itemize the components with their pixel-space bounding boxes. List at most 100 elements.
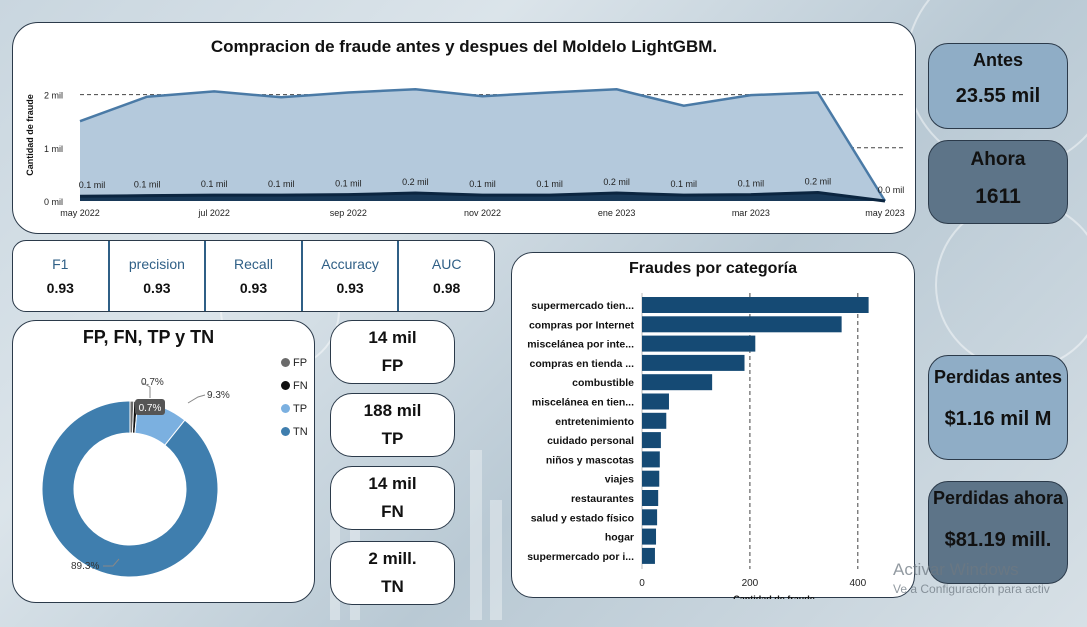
category-label: combustible (572, 377, 634, 389)
bar-chart-svg: supermercado tien... compras por Internet… (527, 293, 869, 599)
count-label: FN (381, 502, 404, 521)
data-label: 0.1 mil (536, 179, 563, 189)
fraud-by-category-chart: Fraudes por categoría supermercado tien.… (511, 252, 915, 599)
kpi-antes-card: Antes 23.55 mil (928, 43, 1068, 129)
bar (642, 354, 745, 371)
confusion-donut-chart: FP, FN, TP y TN 0.7% 0.7% 9.3% 89.3% FP FN … (12, 320, 315, 603)
bar (642, 335, 756, 352)
bar (642, 316, 842, 333)
y-tick-label: 1 mil (44, 144, 63, 154)
category-label: compras en tienda ... (530, 358, 635, 370)
category-label: restaurantes (571, 493, 634, 505)
count-value: 188 mil (363, 401, 422, 420)
data-label: 0.1 mil (670, 179, 697, 189)
count-value: 14 mil (368, 474, 417, 493)
legend-label: FN (293, 379, 308, 392)
x-axis-label: Cantidad de fraude (733, 594, 815, 599)
kpi-antes-value: 23.55 mil (955, 85, 1041, 107)
donut-label-tn: 89.3% (71, 561, 99, 572)
count-card-fp: 14 mil FP (330, 320, 455, 384)
metric-auc: AUC 0.98 (399, 241, 494, 311)
kpi-ahora-card: Ahora 1611 (928, 140, 1068, 224)
kpi-perdidas-antes-value: $1.16 mil M (944, 408, 1052, 430)
count-label: FP (381, 356, 404, 375)
x-tick-label: 0 (639, 578, 645, 589)
metric-recall: Recall 0.93 (206, 241, 303, 311)
count-card-tp: 188 mil TP (330, 393, 455, 457)
donut-label-fp: 0.7% (141, 377, 164, 388)
bar (642, 432, 661, 449)
legend-item-tp[interactable]: TP (281, 397, 308, 420)
metric-accuracy: Accuracy 0.93 (303, 241, 400, 311)
metric-f1: F1 0.93 (13, 241, 110, 311)
metric-name: F1 (52, 256, 69, 272)
donut-svg: 0.7% 0.7% 9.3% 89.3% (41, 377, 230, 578)
line-chart-svg: 0 mil 1 mil 2 mil Cantidad de fraude 0.1 mil… (25, 88, 905, 218)
callout-tn (103, 558, 120, 567)
kpi-antes-label: Antes (972, 50, 1023, 70)
x-tick-label: mar 2023 (732, 208, 770, 218)
legend-item-fn[interactable]: FN (281, 374, 308, 397)
x-tick-label: sep 2022 (330, 208, 367, 218)
category-label: entretenimiento (555, 416, 634, 428)
donut-slice-tn (41, 400, 219, 578)
y-axis-label: Cantidad de fraude (25, 94, 35, 176)
bar (642, 297, 869, 313)
legend-label: TP (293, 402, 308, 415)
legend-dot (281, 427, 290, 436)
x-tick-label: 200 (742, 578, 759, 589)
line-chart-title: Compracion de fraude antes y despues del… (210, 37, 718, 56)
metric-name: precision (128, 256, 185, 272)
donut-label-fn-bg (135, 399, 165, 415)
y-tick-label: 2 mil (44, 91, 63, 101)
category-label: compras por Internet (529, 319, 635, 331)
bar (642, 470, 660, 487)
category-label: cuidado personal (547, 435, 634, 447)
watermark-line1: Activar Windows (893, 560, 1019, 579)
category-label: miscelánea por inte... (527, 339, 634, 351)
metric-value: 0.98 (433, 280, 461, 296)
category-label: hogar (605, 532, 634, 544)
x-tick-label: jul 2022 (197, 208, 230, 218)
data-label: 0.1 mil (469, 179, 496, 189)
fraud-comparison-chart: Compracion de fraude antes y despues del… (12, 22, 916, 234)
count-card-tn: 2 mill. TN (330, 541, 455, 605)
kpi-perdidas-ahora-value: $81.19 mill. (944, 529, 1052, 551)
bar (642, 509, 658, 526)
bar (642, 547, 655, 564)
metric-value: 0.93 (143, 280, 171, 296)
legend-label: FP (293, 356, 308, 369)
legend-item-tn[interactable]: TN (281, 420, 308, 443)
legend-item-fp[interactable]: FP (281, 351, 308, 374)
data-label: 0.1 mil (134, 180, 161, 190)
x-tick-label: may 2023 (865, 208, 905, 218)
donut-title: FP, FN, TP y TN (82, 327, 215, 347)
data-label: 0.1 mil (201, 179, 228, 189)
data-label: 0.1 mil (79, 180, 106, 190)
watermark-line2: Ve a Configuración para activ (893, 582, 1050, 596)
series-area-2 (80, 192, 885, 201)
x-tick-label: 400 (849, 578, 866, 589)
kpi-perdidas-ahora-label: Perdidas ahora (932, 488, 1064, 508)
data-label: 0.2 mil (805, 176, 832, 186)
bar (642, 393, 669, 410)
kpi-perdidas-antes-card: Perdidas antes $1.16 mil M (928, 355, 1068, 460)
count-label: TP (381, 429, 404, 448)
data-label: 0.1 mil (335, 179, 362, 189)
category-label: viajes (605, 474, 634, 486)
model-metrics-row: F1 0.93 precision 0.93 Recall 0.93 Accur… (12, 240, 495, 312)
kpi-ahora-label: Ahora (970, 149, 1026, 170)
bar (642, 374, 713, 391)
legend-dot (281, 404, 290, 413)
metric-precision: precision 0.93 (110, 241, 207, 311)
metric-value: 0.93 (239, 280, 268, 296)
bar-chart-title: Fraudes por categoría (628, 260, 798, 277)
metric-name: Recall (234, 256, 273, 272)
data-label: 0.0 mil (878, 185, 905, 195)
data-label: 0.2 mil (603, 177, 630, 187)
legend-dot (281, 381, 290, 390)
x-tick-label: ene 2023 (598, 208, 636, 218)
kpi-perdidas-ahora-card: Perdidas ahora $81.19 mill. (928, 481, 1068, 584)
category-label: supermercado por i... (527, 551, 634, 563)
bar (642, 490, 659, 506)
